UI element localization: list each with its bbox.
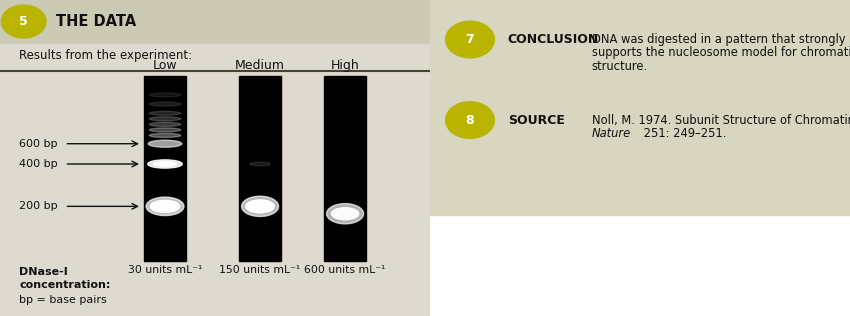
Circle shape	[445, 21, 495, 58]
Bar	[144, 76, 186, 261]
Text: structure.: structure.	[592, 59, 648, 73]
Ellipse shape	[150, 122, 181, 126]
Ellipse shape	[150, 200, 179, 212]
Text: 5: 5	[20, 15, 28, 28]
Text: 8: 8	[466, 113, 474, 127]
Text: 7: 7	[466, 33, 474, 46]
Text: Low: Low	[153, 59, 178, 72]
Ellipse shape	[146, 197, 184, 216]
Ellipse shape	[326, 204, 364, 224]
Ellipse shape	[246, 200, 275, 213]
Text: SOURCE: SOURCE	[507, 113, 564, 127]
Text: 251: 249–251.: 251: 249–251.	[640, 127, 727, 140]
Text: 30 units mL⁻¹: 30 units mL⁻¹	[128, 265, 202, 275]
Text: 400 bp: 400 bp	[20, 159, 58, 169]
Text: THE DATA: THE DATA	[56, 14, 136, 29]
Ellipse shape	[148, 160, 182, 168]
Text: DNA was digested in a pattern that strongly: DNA was digested in a pattern that stron…	[592, 33, 845, 46]
Text: Results from the experiment:: Results from the experiment:	[20, 49, 192, 62]
Ellipse shape	[250, 162, 270, 166]
Ellipse shape	[150, 93, 181, 97]
Text: 150 units mL⁻¹: 150 units mL⁻¹	[219, 265, 301, 275]
Bar	[239, 76, 281, 261]
Text: 600 units mL⁻¹: 600 units mL⁻¹	[304, 265, 386, 275]
Text: supports the nucleosome model for chromatin: supports the nucleosome model for chroma…	[592, 46, 850, 59]
Text: Noll, M. 1974. Subunit Structure of Chromatin.: Noll, M. 1974. Subunit Structure of Chro…	[592, 113, 850, 127]
Circle shape	[445, 102, 495, 138]
Ellipse shape	[150, 133, 181, 137]
Text: High: High	[331, 59, 360, 72]
Ellipse shape	[154, 162, 177, 166]
Text: bp = base pairs: bp = base pairs	[20, 295, 107, 306]
Bar	[430, 0, 850, 215]
Ellipse shape	[150, 117, 181, 121]
Ellipse shape	[150, 111, 181, 115]
Text: DNase-I: DNase-I	[20, 267, 68, 277]
Text: CONCLUSION: CONCLUSION	[507, 33, 599, 46]
Ellipse shape	[150, 128, 181, 132]
Ellipse shape	[150, 102, 181, 106]
Ellipse shape	[332, 208, 359, 220]
Bar	[0, 0, 430, 43]
Text: 200 bp: 200 bp	[20, 201, 58, 211]
Ellipse shape	[241, 196, 279, 216]
Circle shape	[2, 5, 46, 38]
Text: 600 bp: 600 bp	[20, 139, 58, 149]
Bar	[324, 76, 366, 261]
Ellipse shape	[148, 140, 182, 147]
Text: concentration:: concentration:	[20, 280, 111, 290]
Text: Medium: Medium	[235, 59, 285, 72]
Text: Nature: Nature	[592, 127, 631, 140]
